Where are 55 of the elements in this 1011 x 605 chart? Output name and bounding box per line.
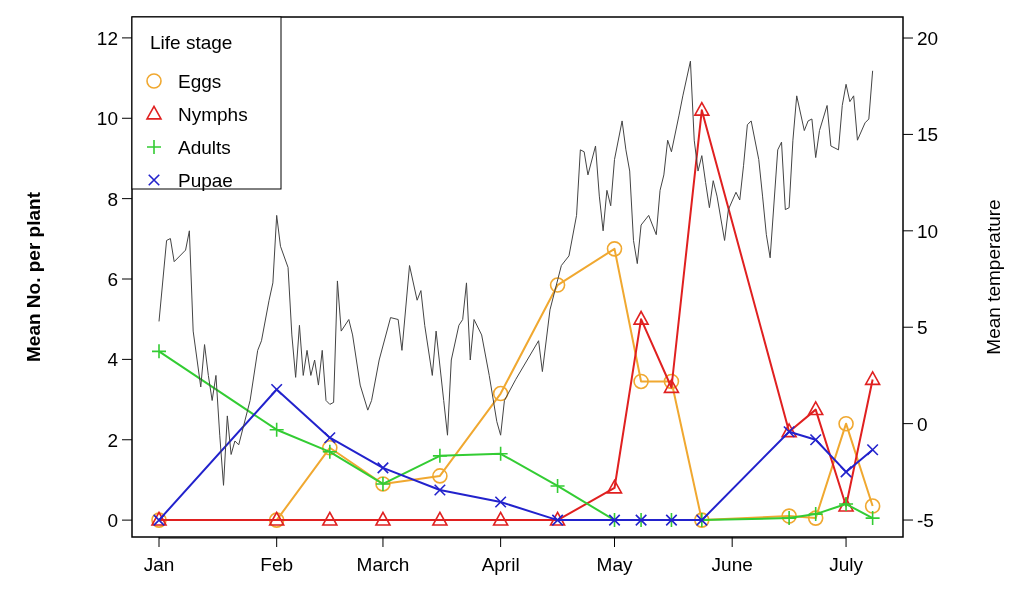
point — [663, 373, 680, 390]
x-tick-label: March — [356, 554, 410, 575]
point — [864, 510, 881, 526]
y-tick-label: 12 — [96, 27, 118, 49]
point — [633, 373, 649, 390]
x-tick-label: Jan — [143, 554, 175, 575]
point — [663, 379, 680, 394]
point — [606, 241, 623, 257]
y-axis-title: Mean No. per plant — [23, 191, 44, 362]
y-tick-label: 6 — [107, 269, 118, 291]
x-tick-label: May — [596, 554, 633, 575]
point — [492, 511, 509, 526]
point — [807, 510, 824, 526]
y2-tick-label: 10 — [917, 220, 939, 242]
y2-tick-label: 0 — [917, 413, 928, 435]
point — [809, 433, 822, 446]
point — [694, 101, 710, 116]
point — [432, 448, 448, 464]
point — [866, 443, 879, 456]
legend-title: Life stage — [150, 32, 233, 53]
legend-label: Nymphs — [178, 104, 248, 125]
point — [433, 483, 446, 497]
point — [494, 495, 507, 509]
y-tick-label: 2 — [107, 429, 118, 451]
point — [633, 310, 649, 325]
y-tick-label: 4 — [107, 349, 119, 371]
y2-tick-label: -5 — [917, 510, 934, 532]
y-tick-label: 8 — [107, 188, 118, 210]
x-tick-label: April — [481, 554, 520, 575]
y2-tick-label: 15 — [917, 124, 939, 146]
point — [606, 479, 623, 494]
x-tick-label: Feb — [260, 554, 294, 575]
point — [375, 511, 391, 526]
point — [840, 465, 853, 478]
y2-tick-label: 20 — [917, 28, 939, 50]
legend-label: Adults — [178, 137, 231, 158]
point — [376, 461, 390, 474]
x-tick-label: June — [711, 554, 753, 575]
point — [807, 506, 824, 522]
point — [492, 385, 509, 402]
point — [549, 277, 566, 293]
x-tick-label: July — [829, 554, 864, 575]
point — [549, 478, 566, 494]
point — [432, 468, 448, 484]
y2-tick-label: 5 — [917, 317, 928, 339]
point — [807, 401, 824, 416]
y-tick-label: 0 — [107, 510, 118, 532]
point — [864, 498, 881, 514]
legend-label: Eggs — [178, 71, 222, 92]
y-tick-label: 10 — [96, 108, 118, 130]
point — [432, 511, 448, 526]
point — [838, 415, 854, 432]
legend-label: Pupae — [178, 170, 233, 191]
point — [864, 370, 881, 386]
y2-axis-title: Mean temperature — [983, 199, 1004, 355]
